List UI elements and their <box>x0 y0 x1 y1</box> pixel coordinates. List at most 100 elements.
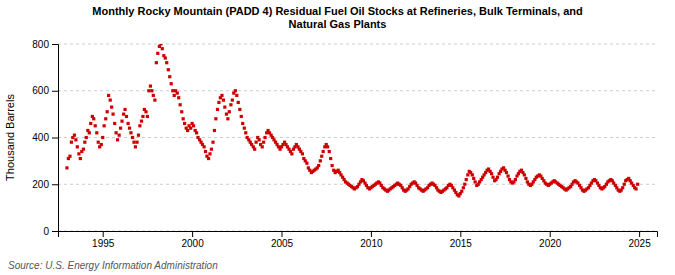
point <box>89 122 92 125</box>
point <box>216 108 219 111</box>
point <box>329 157 332 160</box>
tick: 2000 <box>181 231 204 249</box>
point <box>208 152 211 155</box>
axis-line <box>59 232 658 238</box>
tick: 200 <box>32 179 58 190</box>
point <box>195 131 198 134</box>
point <box>621 186 624 189</box>
point <box>234 89 237 92</box>
point <box>472 177 475 180</box>
tick-label: 2020 <box>539 238 562 249</box>
point <box>258 138 261 141</box>
point <box>460 190 463 193</box>
point <box>107 94 110 97</box>
point <box>217 101 220 104</box>
point <box>147 89 150 92</box>
point <box>176 91 179 94</box>
tick-mark <box>371 231 372 237</box>
point <box>146 115 149 118</box>
point <box>262 141 265 144</box>
point <box>180 110 183 113</box>
plot: 1995200020052010201520202025020040060080… <box>32 39 657 249</box>
tick-label: 1995 <box>92 238 115 249</box>
tick: 400 <box>32 132 58 143</box>
point <box>170 82 173 85</box>
point <box>228 110 231 113</box>
tick-mark <box>192 231 193 237</box>
tick: 2010 <box>360 231 383 249</box>
point <box>101 136 104 139</box>
x-axis: 1995200020052010201520202025 <box>59 231 658 249</box>
point <box>465 178 468 181</box>
point <box>305 162 308 165</box>
tick: 0 <box>43 226 58 237</box>
tick-mark <box>639 231 640 237</box>
point <box>68 155 71 158</box>
point <box>235 94 238 97</box>
point <box>636 183 639 186</box>
tick: 2025 <box>628 231 651 249</box>
point <box>109 99 112 102</box>
point <box>122 113 125 116</box>
point <box>319 159 322 162</box>
point <box>213 129 216 132</box>
point <box>237 101 240 104</box>
point <box>301 152 304 155</box>
point <box>165 61 168 64</box>
point <box>192 124 195 127</box>
point <box>204 150 207 153</box>
point <box>328 150 331 153</box>
point <box>100 143 103 146</box>
point <box>466 173 469 176</box>
point <box>119 127 122 130</box>
point <box>322 150 325 153</box>
tick-mark <box>282 231 283 237</box>
tick-mark <box>52 231 58 232</box>
point <box>496 176 499 179</box>
point <box>177 96 180 99</box>
point <box>144 110 147 113</box>
tick: 600 <box>32 85 58 96</box>
point <box>138 124 141 127</box>
point <box>103 124 106 127</box>
point <box>524 177 527 180</box>
point <box>113 122 116 125</box>
title: Monthly Rocky Mountain (PADD 4) Residual… <box>92 5 582 30</box>
point <box>223 106 226 109</box>
point <box>82 148 85 151</box>
point <box>226 117 229 120</box>
point <box>471 173 474 176</box>
grid-line <box>58 137 657 138</box>
tick-label: 2015 <box>450 238 473 249</box>
point <box>474 180 477 183</box>
point <box>255 141 258 144</box>
point <box>634 187 637 190</box>
point <box>263 136 266 139</box>
point <box>137 134 140 137</box>
point <box>490 172 493 175</box>
point <box>225 113 228 116</box>
point <box>186 129 189 132</box>
point <box>253 148 256 151</box>
point <box>132 141 135 144</box>
points <box>65 44 639 198</box>
point <box>73 134 76 137</box>
tick-mark <box>52 138 58 139</box>
point <box>182 117 185 120</box>
point <box>506 174 509 177</box>
point <box>150 89 153 92</box>
point <box>79 157 82 160</box>
point <box>141 115 144 118</box>
point <box>120 120 123 123</box>
point <box>173 94 176 97</box>
point <box>74 138 77 141</box>
point <box>155 61 158 64</box>
point <box>128 127 131 130</box>
point <box>222 99 225 102</box>
tick-mark <box>52 184 58 185</box>
point <box>261 145 264 148</box>
tick: 2020 <box>539 231 562 249</box>
tick-label: 400 <box>32 132 49 143</box>
tick: 800 <box>32 39 58 50</box>
point <box>462 186 465 189</box>
